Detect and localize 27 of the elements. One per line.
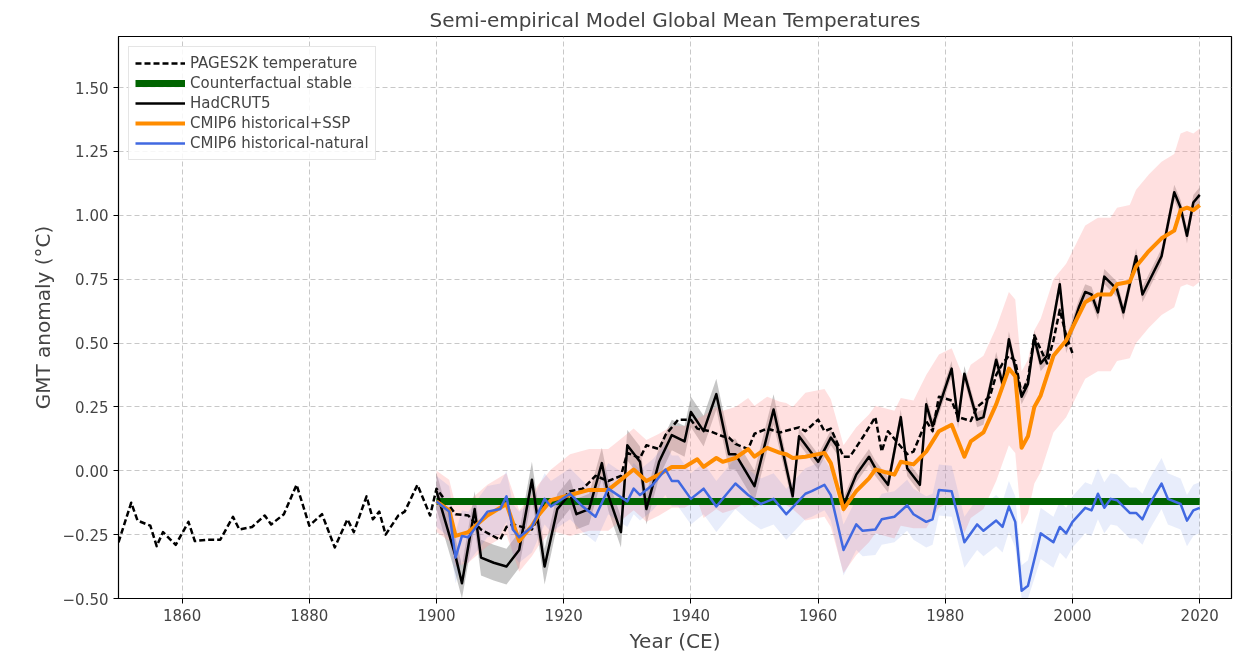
y-tick-label: −0.25 bbox=[62, 526, 109, 545]
y-tick-label: 0.75 bbox=[75, 271, 109, 290]
x-tick-label: 1900 bbox=[417, 606, 456, 625]
y-tick-label: 0.00 bbox=[75, 462, 109, 481]
y-tick-label: 0.50 bbox=[75, 335, 109, 354]
chart-title: Semi-empirical Model Global Mean Temperatures bbox=[429, 7, 921, 32]
legend-label: PAGES2K temperature bbox=[190, 53, 358, 73]
x-tick-label: 2020 bbox=[1180, 606, 1219, 625]
legend-label: Counterfactual stable bbox=[190, 73, 352, 93]
line-series bbox=[435, 468, 1201, 593]
y-tick-label: −0.50 bbox=[62, 590, 109, 609]
x-tick-label: 1980 bbox=[926, 606, 965, 625]
y-tick-label: 1.00 bbox=[75, 207, 109, 226]
x-tick-label: 2000 bbox=[1053, 606, 1092, 625]
legend-label: CMIP6 historical+SSP bbox=[190, 113, 351, 133]
x-tick-label: 1960 bbox=[799, 606, 838, 625]
y-tick-label: 1.25 bbox=[75, 143, 109, 162]
legend-label: HadCRUT5 bbox=[190, 93, 271, 113]
x-tick-label: 1880 bbox=[290, 606, 329, 625]
x-tick-label: 1920 bbox=[544, 606, 583, 625]
x-axis-title: Year (CE) bbox=[628, 628, 721, 653]
x-tick-label: 1940 bbox=[671, 606, 710, 625]
y-tick-label: 0.25 bbox=[75, 398, 109, 417]
x-tick-label: 1860 bbox=[163, 606, 202, 625]
legend-label: CMIP6 historical-natural bbox=[190, 133, 369, 153]
y-tick-label: 1.50 bbox=[75, 79, 109, 98]
y-axis-title: GMT anomaly (°C) bbox=[30, 225, 55, 410]
